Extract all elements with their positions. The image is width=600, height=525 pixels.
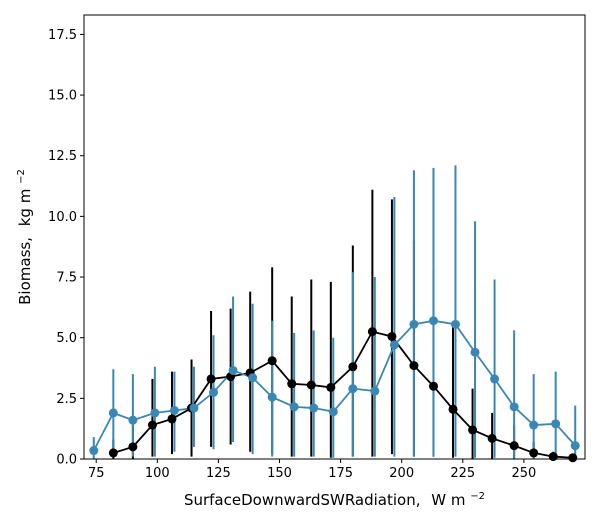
data-point [248, 373, 258, 383]
x-tick-label: 125 [206, 466, 231, 481]
x-axis-ticks: 75 100 125 150 175 200 225 250 [88, 459, 536, 481]
data-point [89, 446, 99, 456]
data-point [128, 442, 138, 452]
x-tick-label: 250 [511, 466, 536, 481]
data-point [409, 361, 419, 371]
y-tick-label: 17.5 [48, 28, 77, 43]
data-point [428, 381, 438, 391]
data-point [348, 362, 358, 372]
plot-area-frame [83, 14, 586, 460]
y-tick-label: 12.5 [48, 149, 77, 164]
y-tick-label: 2.5 [56, 392, 77, 407]
data-point [450, 319, 460, 329]
data-point [551, 419, 561, 429]
data-point [509, 441, 519, 451]
y-axis-label: Biomass, kg m −2 [16, 169, 34, 305]
data-point [570, 441, 580, 451]
x-tick-label: 150 [267, 466, 292, 481]
data-point [487, 433, 497, 443]
error-bars [92, 165, 577, 459]
data-point [328, 407, 338, 417]
data-point [568, 453, 578, 463]
data-point [309, 403, 319, 413]
x-tick-label: 200 [389, 466, 414, 481]
y-axis-ticks: 0.0 2.5 5.0 7.5 10.0 12.5 15.0 17.5 [48, 28, 84, 468]
y-axis-label-unit-exponent: −2 [16, 169, 27, 184]
data-point [548, 452, 558, 462]
x-axis-label-unit-exponent: −2 [470, 491, 485, 502]
data-point [387, 331, 397, 341]
data-point [509, 402, 519, 412]
x-tick-label: 100 [145, 466, 170, 481]
data-point [529, 420, 539, 430]
y-tick-label: 5.0 [56, 331, 77, 346]
y-tick-label: 15.0 [48, 89, 77, 104]
data-point [150, 408, 160, 418]
data-point [468, 425, 478, 435]
data-point [490, 374, 500, 384]
data-point [370, 386, 380, 396]
data-point [147, 420, 157, 430]
data-point [470, 347, 480, 357]
data-point [167, 414, 177, 424]
data-point [108, 448, 118, 458]
x-axis-label-unit: W m [431, 491, 465, 509]
x-tick-label: 75 [88, 466, 105, 481]
y-axis-label-text: Biomass, [16, 237, 34, 305]
data-point [348, 384, 358, 394]
data-point [267, 356, 277, 366]
data-point [289, 402, 299, 412]
x-tick-label: 225 [450, 466, 475, 481]
data-point [128, 415, 138, 425]
data-point [209, 387, 219, 397]
y-axis-label-unit: kg m [16, 189, 34, 227]
data-point [367, 327, 377, 337]
data-point [448, 404, 458, 414]
data-point [306, 380, 316, 390]
y-tick-label: 10.0 [48, 210, 77, 225]
data-point [108, 408, 118, 418]
series-points [89, 316, 580, 463]
data-point [287, 379, 297, 389]
data-point [389, 340, 399, 350]
data-point [169, 405, 179, 415]
data-point [326, 382, 336, 392]
x-axis-label: SurfaceDownwardSWRadiation, W m −2 [184, 491, 485, 509]
series-line [113, 330, 573, 459]
data-point [267, 392, 277, 402]
data-point [189, 403, 199, 413]
data-point [428, 316, 438, 326]
x-axis-label-text: SurfaceDownwardSWRadiation, [184, 491, 421, 509]
data-point [228, 365, 238, 375]
data-point [206, 374, 216, 384]
y-tick-label: 7.5 [56, 271, 77, 286]
y-tick-label: 0.0 [56, 453, 77, 468]
data-point [529, 448, 539, 458]
data-point [409, 319, 419, 329]
x-tick-label: 175 [328, 466, 353, 481]
